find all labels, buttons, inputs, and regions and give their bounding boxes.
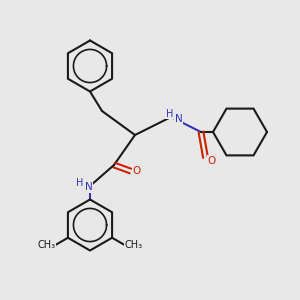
- Text: H: H: [76, 178, 83, 188]
- Text: N: N: [85, 182, 92, 193]
- Text: O: O: [207, 155, 216, 166]
- Text: CH₃: CH₃: [38, 240, 56, 250]
- Text: H: H: [166, 109, 173, 119]
- Text: O: O: [132, 166, 141, 176]
- Text: N: N: [175, 113, 182, 124]
- Text: CH₃: CH₃: [124, 240, 142, 250]
